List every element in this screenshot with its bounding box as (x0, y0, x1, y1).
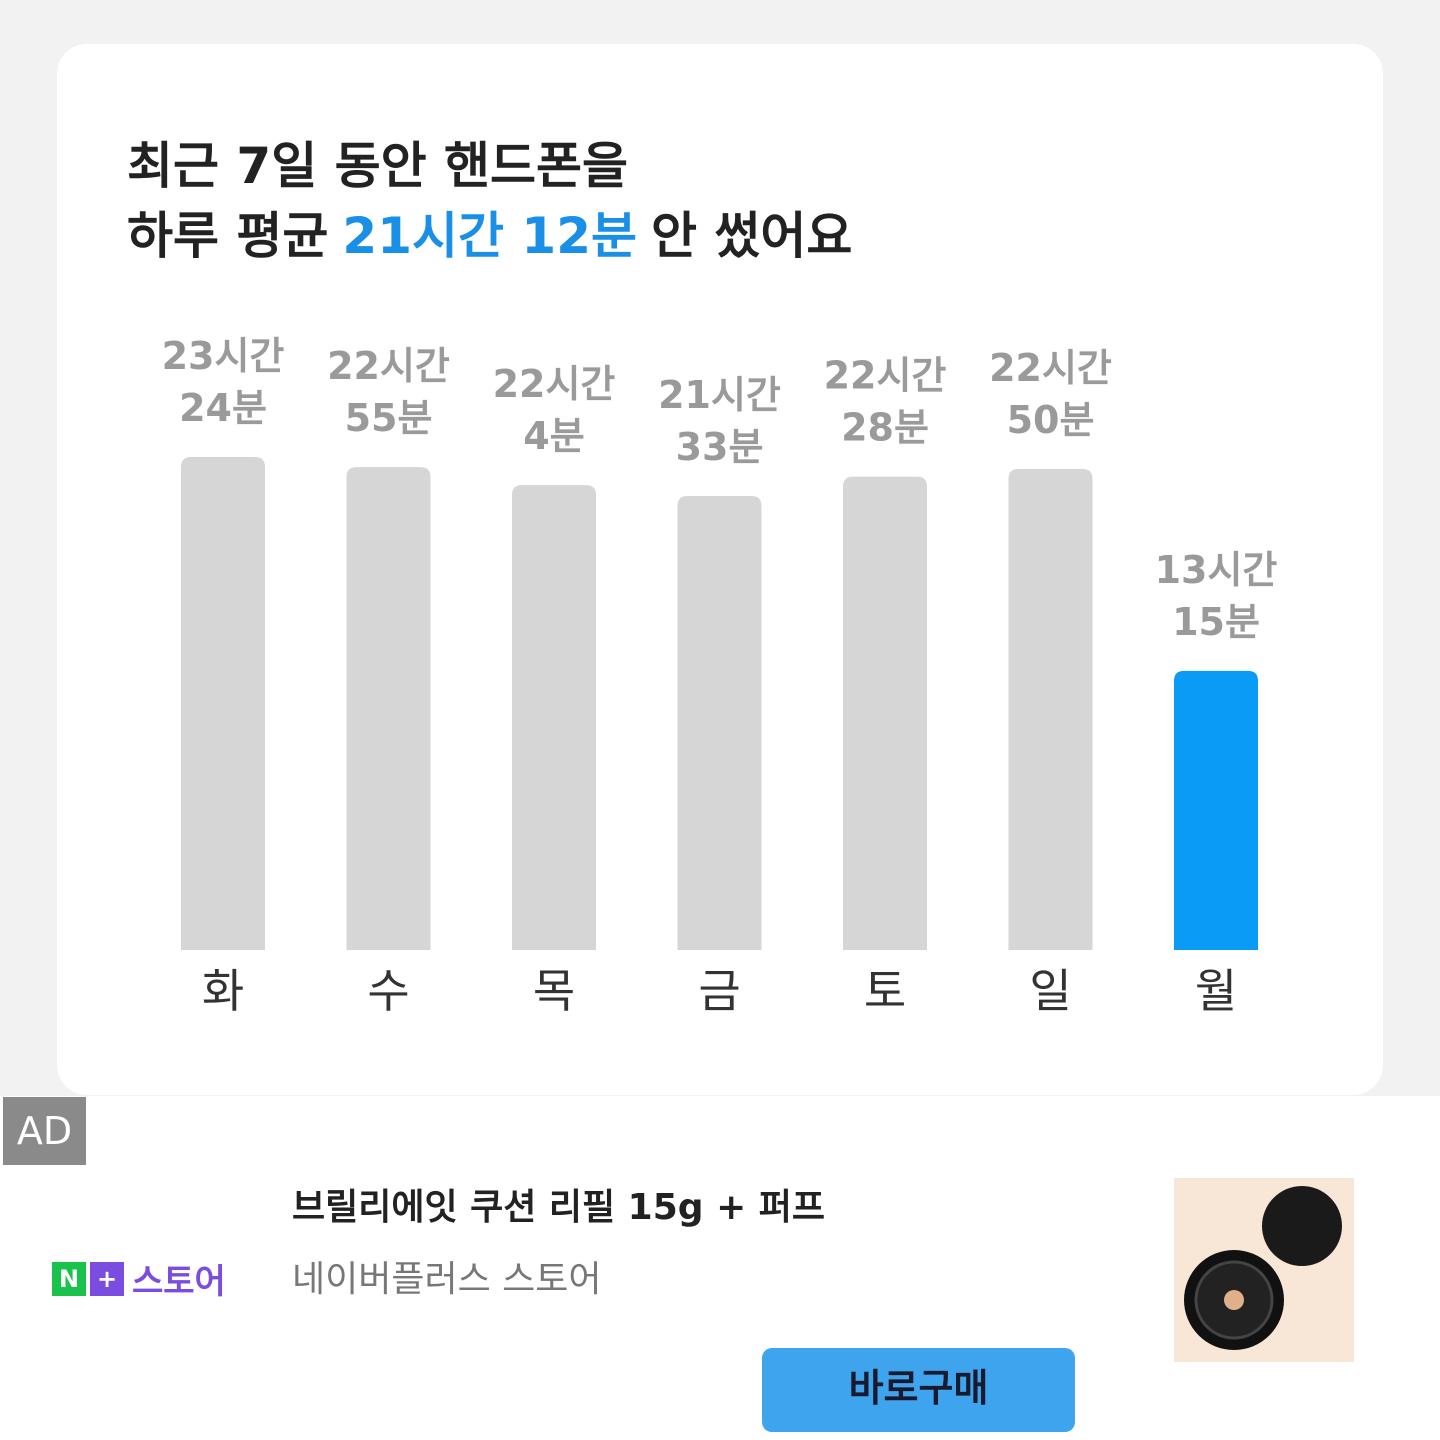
ad-badge: AD (3, 1097, 86, 1165)
store-n: N (52, 1261, 86, 1296)
x-tick-label: 일 (1029, 964, 1071, 1018)
value-label: 28분 (841, 406, 929, 450)
buy-button[interactable]: 바로구매 (762, 1348, 1075, 1432)
bar (181, 457, 265, 950)
value-label: 22시간 (493, 362, 616, 406)
value-label: 24분 (179, 386, 267, 430)
bar (843, 476, 927, 950)
value-label: 22시간 (327, 344, 450, 388)
seller: 네이버플러스 스토어 (292, 1259, 602, 1300)
x-tick-label: 목 (533, 964, 575, 1018)
x-tick-label: 수 (367, 964, 409, 1018)
x-tick-label: 토 (864, 964, 906, 1018)
bar (1008, 468, 1093, 950)
title-suffix: 안 썼어요 (651, 207, 853, 265)
bar (512, 485, 596, 950)
value-label: 22시간 (824, 354, 947, 398)
bar (677, 495, 762, 950)
product-title[interactable]: 브릴리에잇 쿠션 리필 15g + 퍼프 (292, 1187, 826, 1228)
bar (1174, 670, 1258, 950)
value-label: 23시간 (162, 334, 285, 378)
store-logo: N + 스토어 (52, 1254, 226, 1303)
x-tick-label: 금 (698, 964, 740, 1018)
x-tick-label: 화 (202, 964, 244, 1018)
bar (346, 467, 431, 950)
value-label: 50분 (1007, 398, 1095, 442)
title-highlight: 21시간 12분 (342, 207, 637, 265)
value-label: 4분 (523, 414, 584, 458)
x-tick-label: 월 (1195, 964, 1237, 1018)
value-label: 55분 (345, 396, 433, 440)
title-line2: 하루 평균 21시간 12분 안 썼어요 (127, 196, 852, 268)
store-word: 스토어 (132, 1262, 226, 1302)
title-line1: 최근 7일 동안 핸드폰을 (127, 137, 629, 195)
store-plus: + (90, 1261, 124, 1296)
value-label: 22시간 (989, 346, 1112, 390)
value-label: 33분 (676, 425, 764, 469)
product-image[interactable] (1174, 1178, 1354, 1362)
title-prefix: 하루 평균 (127, 207, 329, 265)
value-label: 13시간 (1155, 548, 1278, 592)
value-label: 21시간 (658, 373, 781, 417)
value-label: 15분 (1172, 600, 1260, 644)
